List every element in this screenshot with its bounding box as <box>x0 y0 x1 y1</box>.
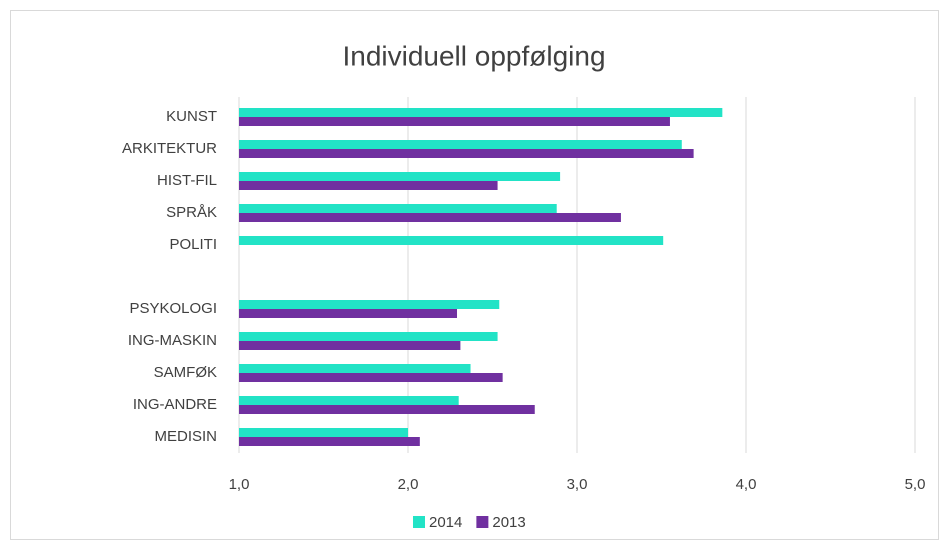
bar <box>239 309 458 318</box>
legend-swatch <box>476 516 489 528</box>
y-tick-label: SPRÅK <box>166 204 217 221</box>
x-tick-label: 1,0 <box>229 476 250 493</box>
y-tick-label: SAMFØK <box>154 364 217 381</box>
y-tick-label: ING-MASKIN <box>128 332 217 349</box>
y-tick-label: ARKITEKTUR <box>122 140 217 157</box>
chart-border <box>10 10 939 540</box>
bar <box>239 181 498 190</box>
bar <box>239 149 694 158</box>
bar <box>239 364 471 373</box>
bar <box>239 140 682 149</box>
bar <box>239 172 561 181</box>
y-tick-label: MEDISIN <box>154 428 217 445</box>
y-tick-label: POLITI <box>169 236 217 253</box>
x-tick-label: 5,0 <box>905 476 926 493</box>
bar <box>239 341 461 350</box>
y-tick-label: KUNST <box>166 108 217 125</box>
bar <box>239 332 498 341</box>
legend-swatch <box>413 516 425 528</box>
bar <box>239 405 535 414</box>
bar <box>239 117 670 126</box>
bar <box>239 396 459 405</box>
x-tick-label: 2,0 <box>398 476 419 493</box>
y-tick-label: ING-ANDRE <box>133 396 217 413</box>
legend-label: 2013 <box>492 514 525 531</box>
y-tick-label: PSYKOLOGI <box>129 300 217 317</box>
bar <box>239 373 503 382</box>
x-tick-label: 3,0 <box>567 476 588 493</box>
bar <box>239 213 621 222</box>
bar <box>239 437 420 446</box>
bar <box>239 204 557 213</box>
x-tick-label: 4,0 <box>736 476 757 493</box>
y-tick-label: HIST-FIL <box>157 172 217 189</box>
bar <box>239 300 500 309</box>
bar <box>239 108 723 117</box>
chart-title: Individuell oppfølging <box>342 40 605 71</box>
bar <box>239 428 408 437</box>
legend-label: 2014 <box>429 514 462 531</box>
bar <box>239 236 664 245</box>
